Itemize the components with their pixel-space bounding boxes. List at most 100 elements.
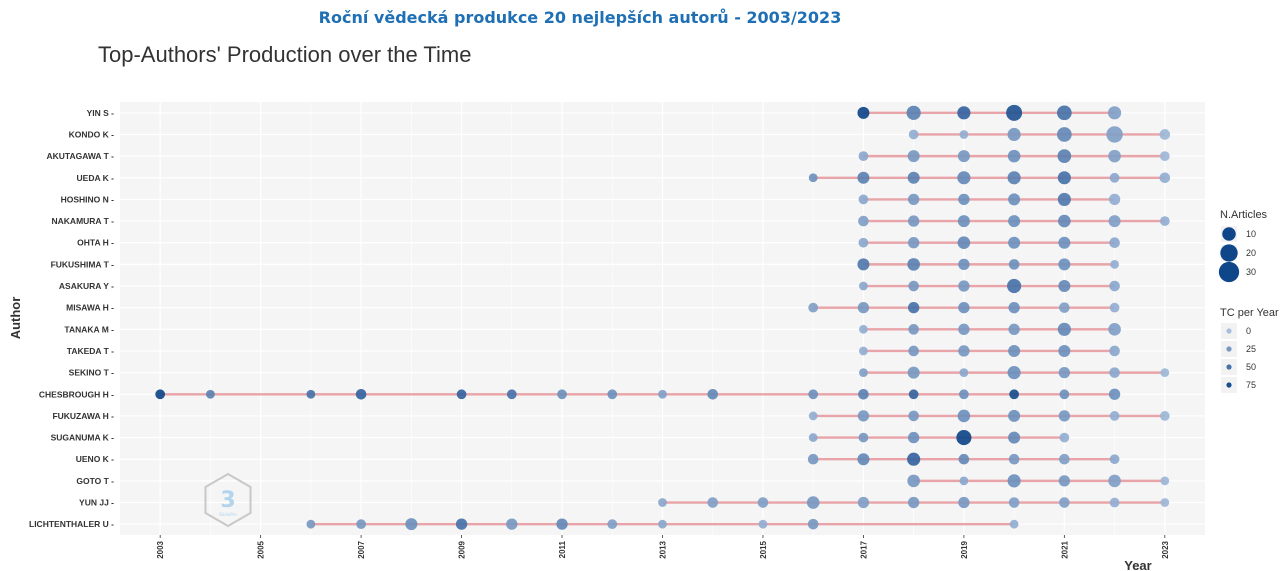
data-point	[1109, 497, 1120, 508]
data-point	[658, 389, 667, 399]
data-point	[959, 389, 969, 400]
author-label: FUKUZAWA H -	[52, 411, 114, 421]
data-point	[957, 409, 971, 423]
author-label: TAKEDA T -	[67, 346, 114, 356]
data-point	[1059, 453, 1070, 465]
data-point	[1008, 344, 1021, 357]
data-point	[908, 410, 919, 422]
data-point	[907, 431, 920, 444]
legend-color-label: 75	[1246, 380, 1256, 390]
data-point	[1007, 149, 1021, 163]
data-point	[1108, 388, 1121, 400]
data-point	[859, 281, 868, 291]
author-label: MISAWA H -	[66, 303, 114, 313]
data-point	[1059, 389, 1070, 400]
data-point	[857, 171, 870, 184]
data-point	[858, 194, 869, 205]
data-point	[306, 519, 316, 529]
legend-size-swatch	[1220, 244, 1238, 262]
author-label: UENO K -	[76, 454, 114, 464]
data-point	[908, 324, 919, 335]
author-label: SEKINO T -	[69, 368, 115, 378]
data-point	[907, 302, 920, 314]
data-point	[1057, 192, 1071, 207]
data-point	[1159, 411, 1170, 421]
data-point	[1058, 236, 1071, 249]
data-point	[958, 280, 970, 292]
data-point	[858, 432, 869, 443]
data-point	[1008, 236, 1021, 249]
data-point	[1108, 474, 1121, 488]
data-point	[1109, 237, 1120, 249]
x-tick-label: 2005	[257, 540, 266, 558]
data-point	[958, 302, 970, 314]
data-point	[1058, 366, 1071, 379]
data-point	[1009, 389, 1020, 400]
data-point	[1109, 302, 1120, 313]
data-point	[908, 389, 919, 400]
data-point	[1008, 497, 1020, 508]
x-tick-label: 2021	[1060, 540, 1069, 558]
data-point	[1108, 193, 1121, 206]
data-point	[1160, 498, 1170, 507]
legend-color-label: 0	[1246, 326, 1251, 336]
data-point	[1109, 280, 1120, 292]
author-label: LICHTENTHALER U -	[29, 519, 114, 529]
data-point	[958, 193, 970, 206]
data-point	[958, 453, 970, 465]
data-point	[1006, 104, 1023, 121]
data-point	[506, 389, 517, 400]
data-point	[1058, 280, 1071, 293]
data-point	[1109, 454, 1120, 465]
data-point	[355, 388, 367, 400]
x-tick-label: 2023	[1161, 540, 1170, 558]
data-point	[808, 173, 818, 183]
watermark-hexagon	[204, 472, 252, 528]
data-point	[908, 129, 919, 140]
data-point	[1106, 126, 1123, 143]
author-label: GOTO T -	[76, 476, 114, 486]
data-point	[907, 237, 920, 249]
author-label: SUGANUMA K -	[51, 433, 115, 443]
data-point	[1008, 215, 1021, 228]
data-point	[707, 388, 719, 400]
legend-size-title: N.Articles	[1220, 209, 1268, 221]
data-point	[455, 518, 468, 530]
author-label: FUKUSHIMA T -	[51, 259, 115, 269]
data-point	[857, 302, 870, 314]
data-point	[1108, 106, 1122, 120]
data-point	[1108, 323, 1121, 336]
data-point	[1058, 214, 1071, 228]
data-point	[1008, 431, 1021, 444]
legend-size-label: 20	[1246, 248, 1256, 258]
data-point	[859, 346, 868, 356]
data-point	[658, 498, 667, 507]
data-point	[1159, 172, 1171, 184]
data-point	[958, 323, 970, 335]
data-point	[1058, 410, 1071, 422]
data-point	[808, 389, 819, 400]
data-point	[1160, 476, 1170, 486]
data-point	[808, 411, 818, 421]
author-label: NAKAMURA T -	[52, 216, 115, 226]
data-point	[959, 130, 969, 139]
data-point	[1159, 216, 1170, 226]
data-point	[956, 430, 972, 446]
author-label: TANAKA M -	[64, 324, 114, 334]
data-point	[707, 497, 719, 508]
data-point	[405, 518, 418, 531]
legend-color-title: TC per Year	[1220, 307, 1279, 319]
data-point	[1057, 127, 1072, 142]
data-point	[958, 258, 970, 271]
author-label: OHTA H -	[77, 238, 114, 248]
legend-color-swatch	[1226, 382, 1232, 388]
x-axis-label: Year	[1124, 558, 1151, 571]
data-point	[1159, 129, 1171, 140]
x-tick-labels: 2003 2005 2007 2009 2011 2013 2015 2017 2019 2021…	[156, 535, 1170, 559]
legend-size: N.Articles 10 20 30	[1218, 209, 1268, 283]
data-point	[1108, 149, 1121, 163]
legend-size-label: 10	[1246, 229, 1256, 239]
data-point	[857, 258, 870, 271]
data-point	[1007, 278, 1022, 294]
